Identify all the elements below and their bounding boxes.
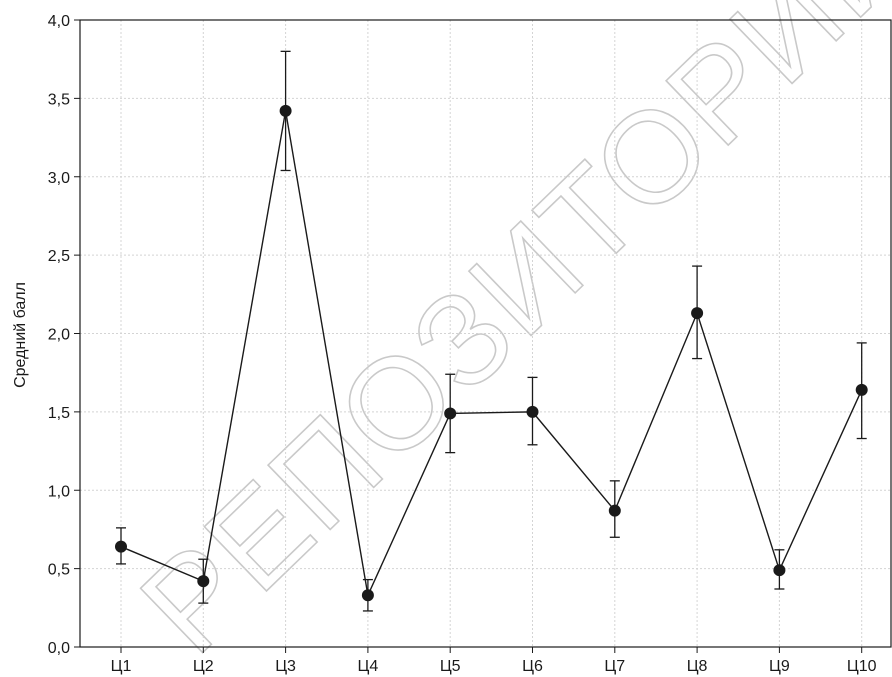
x-tick-label: Ц8 (687, 658, 708, 675)
data-points (115, 104, 868, 602)
y-tick-label: 2,0 (48, 327, 70, 344)
y-tick-label: 4,0 (48, 13, 70, 30)
data-point (197, 575, 210, 588)
y-tick-label: 2,5 (48, 248, 70, 265)
y-tick-label: 0,0 (48, 640, 70, 657)
data-point (115, 540, 127, 553)
x-tick-label: Ц7 (604, 658, 625, 675)
x-tick-label: Ц9 (769, 658, 790, 675)
series-line (120, 110, 863, 598)
y-tick-labels: 0,0 0,5 1,0 1,5 2,0 2,5 3,0 3,5 4,0 (48, 13, 70, 657)
x-tick-label: Ц1 (111, 658, 132, 675)
data-point (691, 307, 704, 320)
x-tick-label: Ц10 (847, 658, 877, 675)
y-tick-label: 1,5 (48, 405, 70, 422)
data-point (526, 405, 539, 418)
x-tick-label: Ц6 (522, 658, 543, 675)
watermark: РЕПОЗИТОРИЙ БГПУ (112, 0, 892, 677)
plot-frame (79, 19, 892, 648)
y-tick-label: 1,0 (48, 483, 70, 500)
y-tick-label: 0,5 (48, 562, 70, 579)
x-tick-label: Ц4 (358, 658, 379, 675)
y-tick-label: 3,0 (48, 170, 70, 187)
gridlines (80, 20, 891, 647)
data-point (444, 407, 457, 420)
x-tick-labels: Ц1 Ц2 Ц3 Ц4 Ц5 Ц6 Ц7 Ц8 Ц9 Ц10 (111, 658, 877, 675)
data-point (773, 564, 786, 577)
error-bars (116, 50, 867, 612)
data-point (855, 383, 868, 396)
data-point (361, 589, 374, 602)
y-axis-title: Средний балл (12, 282, 29, 388)
x-tick-label: Ц3 (275, 658, 296, 675)
watermark-text: РЕПОЗИТОРИЙ БГПУ (113, 0, 892, 677)
x-tick-label: Ц5 (440, 658, 461, 675)
y-tick-label: 3,5 (48, 91, 70, 108)
series-path (120, 110, 863, 598)
data-point (279, 104, 292, 117)
x-tick-label: Ц2 (193, 658, 214, 675)
data-point (608, 504, 621, 517)
axes (74, 19, 892, 653)
